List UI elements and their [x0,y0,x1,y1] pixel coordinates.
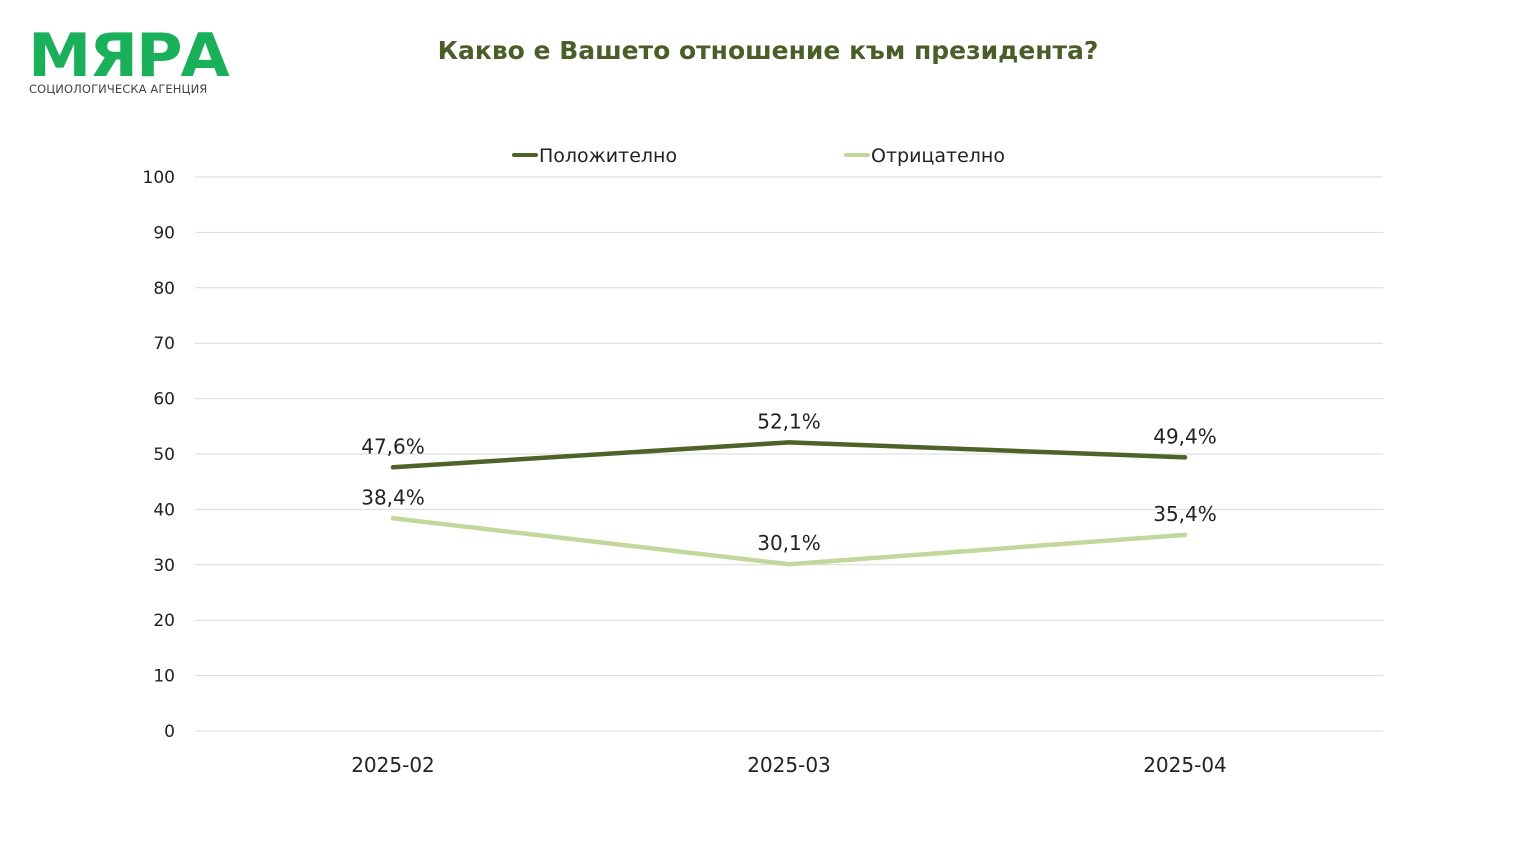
y-tick-label: 80 [153,279,175,299]
data-point [390,516,396,521]
x-tick-label: 2025-02 [351,753,435,777]
data-label: 30,1% [757,531,821,555]
y-tick-label: 0 [164,722,175,742]
data-label: 38,4% [361,485,425,509]
data-label: 49,4% [1153,424,1217,448]
y-tick-label: 90 [153,223,175,243]
x-tick-label: 2025-04 [1143,753,1227,777]
logo: МЯРА СОЦИОЛОГИЧЕСКА АГЕНЦИЯ [28,21,230,98]
data-label: 47,6% [361,434,425,458]
data-point [1182,532,1188,538]
legend-label: Отрицателно [871,145,1005,167]
y-tick-label: 30 [153,556,175,576]
data-point [390,465,396,470]
data-point [786,440,792,445]
chart-title: Какво е Вашето отношение към президента? [437,36,1099,65]
y-tick-label: 60 [153,390,175,410]
y-tick-label: 40 [153,500,175,520]
data-label: 52,1% [757,409,821,433]
logo-wordmark: МЯРА [28,21,230,91]
y-tick-label: 70 [153,334,175,354]
series-line-1 [390,440,1188,470]
data-point [786,562,792,567]
data-label: 35,4% [1153,502,1217,526]
y-tick-label: 20 [153,611,175,631]
y-tick-label: 100 [143,168,175,188]
data-point [1182,455,1188,460]
logo-subtitle: СОЦИОЛОГИЧЕСКА АГЕНЦИЯ [29,82,208,96]
y-tick-label: 10 [153,667,175,687]
y-tick-label: 50 [153,445,175,465]
legend-label: Положително [539,145,677,167]
x-tick-label: 2025-03 [747,753,831,777]
